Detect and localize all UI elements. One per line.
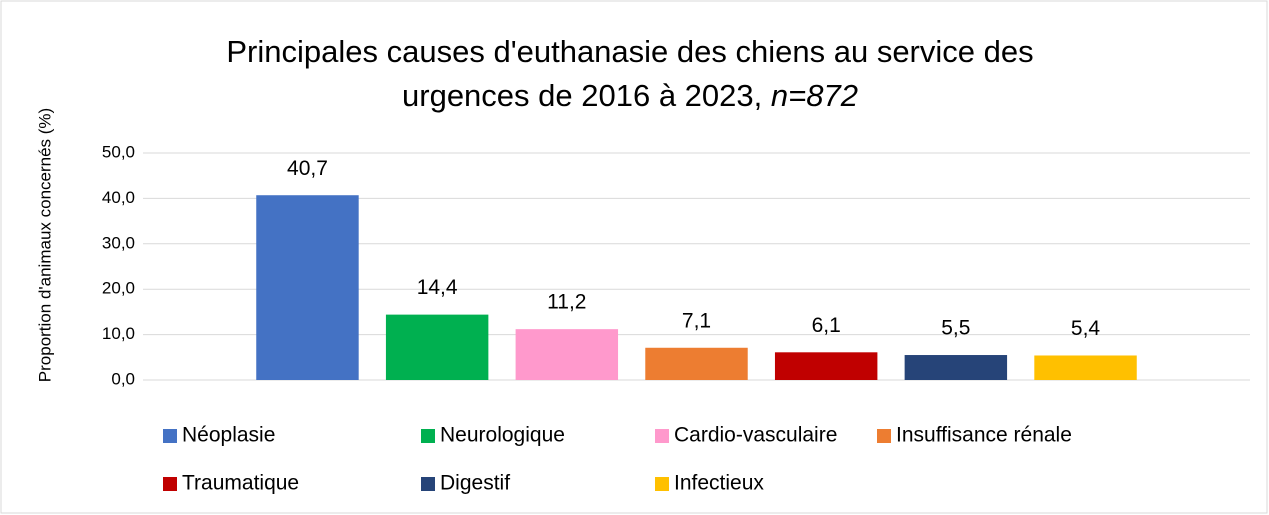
legend-label: Traumatique [182, 472, 299, 495]
bar [645, 347, 748, 380]
legend-label: Cardio-vasculaire [674, 424, 837, 447]
data-label: 6,1 [812, 314, 841, 337]
legend-swatch [163, 429, 177, 443]
y-tick-label: 20,0 [102, 279, 135, 298]
legend-label: Néoplasie [182, 424, 275, 447]
y-tick-label: 50,0 [102, 142, 135, 161]
bar [385, 314, 489, 380]
legend-label: Digestif [440, 472, 510, 495]
legend-label: Neurologique [440, 424, 565, 447]
legend-swatch [421, 477, 435, 491]
y-tick-label: 30,0 [102, 233, 135, 252]
y-tick-label: 10,0 [102, 324, 135, 343]
y-tick-label: 40,0 [102, 188, 135, 207]
data-label: 7,1 [682, 309, 711, 332]
legend-swatch [655, 429, 669, 443]
data-label: 5,5 [941, 317, 970, 340]
y-axis-label: Proportion d'animaux concernés (%) [35, 108, 54, 382]
legend-swatch [163, 477, 177, 491]
bar [904, 355, 1008, 380]
title-emphasis: n=872 [770, 78, 858, 113]
legend-label: Insuffisance rénale [896, 424, 1072, 447]
bar [1034, 355, 1137, 380]
chart-title: Principales causes d'euthanasie des chie… [180, 30, 1080, 118]
data-label: 5,4 [1071, 317, 1101, 340]
legend-swatch [655, 477, 669, 491]
legend-swatch [877, 429, 891, 443]
legend-swatch [421, 429, 435, 443]
data-label: 40,7 [287, 157, 328, 180]
bar [256, 195, 359, 380]
title-text: Principales causes d'euthanasie des chie… [226, 34, 1034, 113]
data-label: 11,2 [547, 291, 586, 314]
legend-label: Infectieux [674, 472, 764, 495]
bar [774, 352, 878, 380]
data-label: 14,4 [417, 276, 458, 299]
y-tick-label: 0,0 [111, 369, 135, 388]
bar [515, 329, 619, 380]
